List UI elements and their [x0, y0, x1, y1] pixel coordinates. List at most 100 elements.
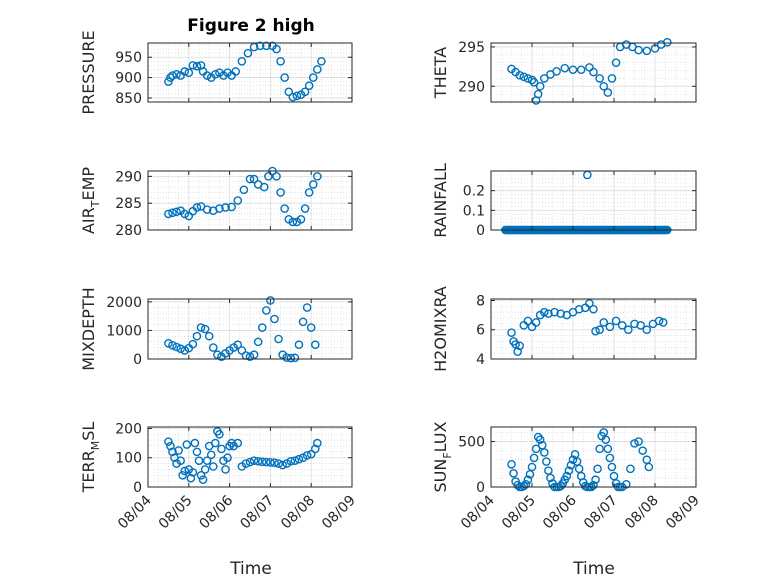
data-point: [560, 63, 570, 73]
data-point: [644, 462, 654, 472]
data-point: [215, 430, 224, 439]
y-tick-label: 0: [133, 352, 142, 368]
data-point: [262, 457, 271, 467]
data-point: [168, 340, 177, 350]
data-point: [636, 321, 645, 330]
y-axis-label-rest: SL: [79, 422, 98, 441]
data-point: [607, 462, 617, 472]
data-point: [272, 44, 281, 54]
data-point: [529, 78, 539, 87]
y-tick-label: 0: [476, 480, 485, 496]
data-point: [202, 205, 212, 214]
data-point: [544, 309, 553, 318]
data-point: [213, 350, 222, 360]
data-point: [245, 457, 255, 467]
data-point: [535, 81, 545, 91]
data-point: [284, 87, 294, 97]
data-point: [304, 188, 314, 197]
data-point: [531, 318, 541, 327]
axes-box: [490, 298, 697, 360]
data-point: [280, 73, 289, 82]
data-point: [535, 435, 545, 445]
y-tick-label: 280: [115, 223, 142, 239]
data-point: [166, 441, 175, 451]
y-tick-label: 4: [476, 352, 485, 368]
data-point: [523, 316, 533, 326]
data-point: [310, 340, 320, 350]
chart-title: Figure 2 high: [187, 16, 315, 36]
y-tick-label: 200: [115, 421, 142, 437]
y-tick-label: 0.2: [463, 184, 485, 200]
data-point: [298, 317, 308, 327]
y-axis-label: H2OMIXRA: [431, 286, 450, 372]
data-point: [221, 203, 230, 212]
data-point: [194, 456, 204, 465]
data-point: [237, 346, 247, 355]
data-point: [168, 71, 177, 80]
data-point: [237, 57, 247, 66]
data-point: [204, 331, 214, 341]
data-point: [245, 352, 255, 362]
plot-area: [491, 171, 696, 230]
data-point: [589, 304, 598, 314]
y-axis-label: TERRMSL: [79, 422, 102, 494]
y-axis-label-subscript: T: [89, 200, 102, 208]
data-point: [192, 447, 202, 457]
panel-4: 0 0.1 0.2 RAINFALL: [431, 163, 697, 239]
data-point: [593, 464, 602, 474]
data-point: [233, 196, 243, 205]
panel-2: 290 295 THETA: [431, 37, 697, 105]
data-point: [552, 67, 561, 76]
y-tick-label: 100: [115, 451, 142, 467]
data-point: [190, 438, 200, 448]
data-point: [290, 456, 300, 465]
data-point: [259, 182, 269, 192]
data-point: [266, 296, 275, 305]
axes-box: [147, 170, 353, 231]
data-point: [172, 207, 181, 217]
data-point: [519, 481, 529, 491]
data-point: [288, 217, 298, 227]
data-point: [585, 299, 594, 308]
data-point: [306, 449, 316, 459]
data-point: [507, 328, 516, 337]
data-point: [611, 316, 621, 326]
data-point: [634, 437, 643, 446]
data-point: [192, 61, 202, 71]
panel-1: 850 900 950 PRESSURE: [79, 30, 353, 115]
x-tick-label: 08/04: [458, 492, 498, 532]
x-tick-label: 08/08: [278, 493, 318, 533]
y-tick-label: 900: [115, 71, 142, 87]
data-point: [313, 65, 322, 74]
data-point: [527, 462, 537, 472]
data-point: [624, 325, 633, 335]
data-point: [599, 81, 609, 91]
data-point: [188, 468, 198, 477]
data-point: [630, 439, 639, 448]
data-point: [202, 71, 212, 80]
data-point: [568, 65, 578, 75]
data-point: [180, 209, 190, 219]
data-point: [595, 74, 604, 83]
data-point: [217, 444, 226, 454]
data-point: [550, 307, 559, 317]
panel-7: 0 100 200 TERRMSL: [79, 421, 353, 496]
data-point: [186, 473, 196, 483]
axes-box: [490, 426, 697, 488]
data-point: [178, 470, 187, 480]
data-point: [576, 65, 586, 75]
data-point: [626, 464, 635, 474]
data-point: [605, 322, 615, 332]
data-point: [211, 70, 220, 79]
data-point: [286, 456, 296, 466]
y-axis-label-main: PRESSURE: [79, 30, 98, 114]
data-point: [654, 316, 664, 326]
data-point: [180, 466, 190, 476]
data-point: [286, 353, 296, 363]
y-tick-label: 1000: [106, 323, 142, 339]
x-tick-label: 08/05: [499, 493, 539, 533]
data-point: [272, 172, 281, 181]
y-tick-label: 8: [476, 293, 485, 309]
data-point: [313, 172, 322, 181]
data-point: [294, 454, 304, 464]
